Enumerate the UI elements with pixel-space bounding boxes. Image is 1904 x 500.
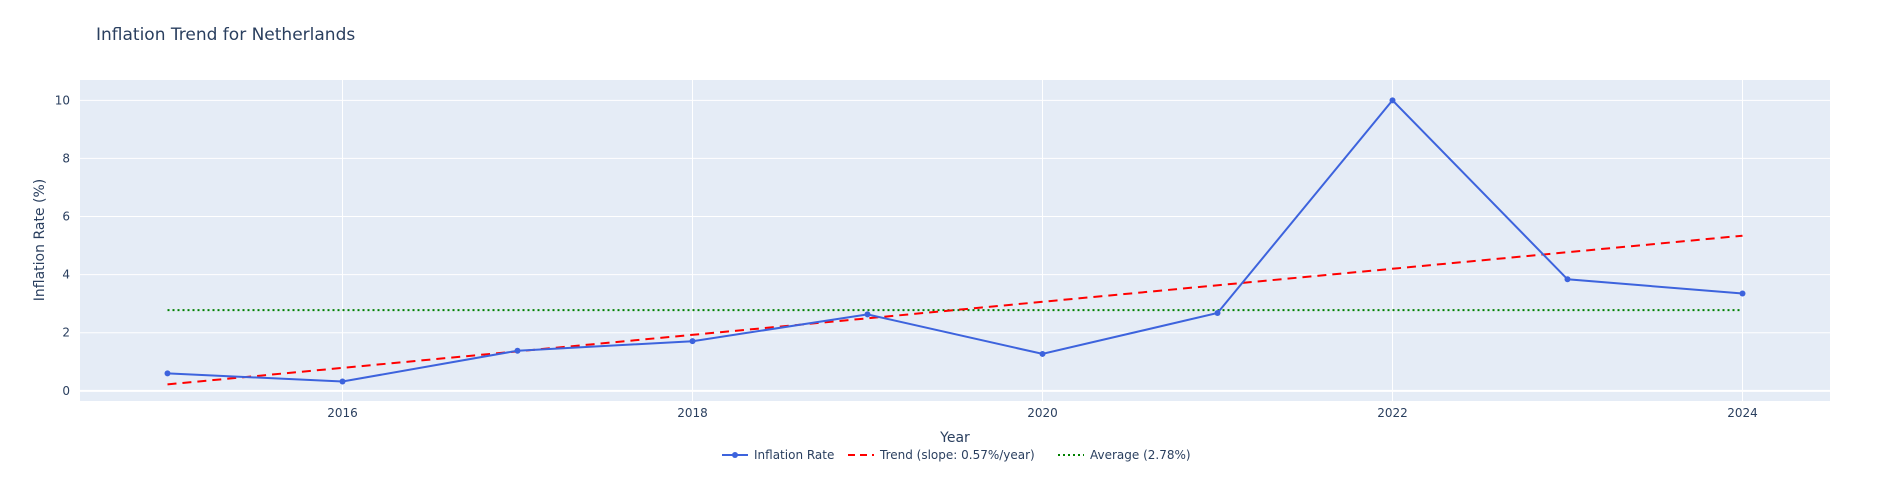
series-line-1 (167, 234, 1743, 386)
data-point[interactable] (1214, 309, 1221, 316)
data-point[interactable] (339, 378, 346, 385)
gridlines (80, 80, 1830, 401)
data-point[interactable] (689, 338, 696, 345)
y-tick-label: 10 (55, 93, 70, 107)
y-tick-label: 0 (62, 384, 70, 398)
data-point[interactable] (1739, 290, 1746, 297)
x-tick-label: 2018 (677, 406, 708, 420)
legend-marker (732, 452, 738, 458)
legend[interactable]: Inflation Rate Trend (slope: 0.57%/year) A… (722, 448, 1191, 462)
series-line-0 (167, 98, 1743, 383)
x-tick-label: 2024 (1727, 406, 1758, 420)
data-point[interactable] (864, 311, 871, 318)
legend-label: Inflation Rate (754, 448, 834, 462)
data-point[interactable] (1389, 97, 1396, 104)
x-axis-title: Year (939, 430, 970, 446)
y-axis-ticks: 0 2 4 6 8 10 (55, 93, 70, 397)
legend-label: Trend (slope: 0.57%/year) (879, 448, 1035, 462)
legend-item[interactable]: Trend (slope: 0.57%/year) (848, 448, 1035, 462)
chart-title: Inflation Trend for Netherlands (96, 25, 355, 45)
y-axis-title: Inflation Rate (%) (32, 179, 48, 301)
data-point[interactable] (514, 347, 521, 354)
y-tick-label: 8 (62, 151, 70, 165)
y-tick-label: 4 (62, 268, 70, 282)
y-tick-label: 6 (62, 210, 70, 224)
legend-label: Average (2.78%) (1090, 448, 1191, 462)
legend-item[interactable]: Average (2.78%) (1058, 448, 1191, 462)
x-tick-label: 2016 (327, 406, 358, 420)
data-point[interactable] (1039, 350, 1046, 357)
legend-item[interactable]: Inflation Rate (722, 448, 834, 462)
data-point[interactable] (1564, 276, 1571, 283)
data-point[interactable] (164, 370, 171, 377)
series-layer (164, 97, 1746, 386)
y-tick-label: 2 (62, 326, 70, 340)
x-tick-label: 2022 (1377, 406, 1408, 420)
x-axis-ticks: 2016 2018 2020 2022 2024 (327, 406, 1758, 420)
plot-area (80, 80, 1830, 401)
x-tick-label: 2020 (1027, 406, 1058, 420)
